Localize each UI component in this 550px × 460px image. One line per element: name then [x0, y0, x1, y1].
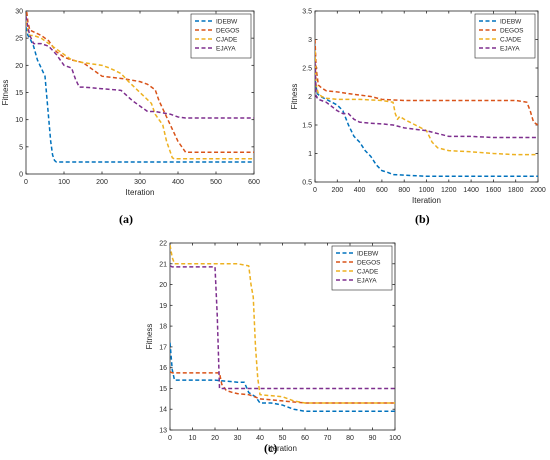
- x-tick-label-c: 70: [324, 435, 332, 442]
- legend-label-idebw-c: IDEBW: [357, 251, 379, 258]
- x-axis-label-c: Iteration: [268, 444, 297, 453]
- x-axis-label-a: Iteration: [126, 188, 155, 197]
- series-group-a: [26, 11, 254, 163]
- panel-label-b: (b): [415, 212, 430, 226]
- series-line-cjade-b: [315, 50, 538, 156]
- series-group-b: [315, 39, 538, 178]
- y-tick-label-b: 0.5: [302, 180, 312, 187]
- x-tick-label-b: 400: [354, 187, 366, 194]
- series-line-cjade-c: [170, 244, 395, 404]
- series-line-ejaya-b: [315, 62, 538, 139]
- legend-label-cjade-c: CJADE: [357, 269, 379, 276]
- y-tick-label-a: 10: [15, 117, 23, 124]
- legend-label-degos-a: DEGOS: [216, 28, 240, 35]
- legend-box-a: [190, 13, 252, 59]
- legend-label-degos-b: DEGOS: [500, 28, 524, 35]
- x-tick-label-a: 600: [248, 179, 260, 186]
- y-tick-label-c: 16: [159, 365, 167, 372]
- y-tick-label-c: 14: [159, 407, 167, 414]
- legend-box-c: [331, 245, 393, 291]
- y-tick-label-b: 3.5: [302, 9, 312, 16]
- x-tick-label-b: 0: [313, 187, 317, 194]
- y-tick-label-b: 1.5: [302, 123, 312, 130]
- x-tick-label-c: 90: [369, 435, 377, 442]
- y-tick-label-b: 1: [308, 151, 312, 158]
- y-tick-label-c: 15: [159, 386, 167, 393]
- x-tick-label-a: 100: [58, 179, 70, 186]
- y-tick-label-b: 2: [308, 94, 312, 101]
- x-tick-label-b: 2000: [530, 187, 546, 194]
- series-line-cjade-a: [26, 21, 254, 160]
- series-line-idebw-c: [170, 342, 395, 413]
- y-tick-label-b: 3: [308, 37, 312, 44]
- y-tick-label-a: 25: [15, 36, 23, 43]
- y-tick-label-c: 22: [159, 241, 167, 248]
- y-tick-label-a: 20: [15, 63, 23, 70]
- y-tick-label-c: 19: [159, 303, 167, 310]
- legend-label-cjade-a: CJADE: [216, 37, 238, 44]
- x-tick-label-b: 800: [398, 187, 410, 194]
- series-group-c: [170, 244, 395, 413]
- x-tick-label-a: 300: [134, 179, 146, 186]
- legend-label-ejaya-a: EJAYA: [216, 46, 236, 53]
- y-tick-label-c: 20: [159, 282, 167, 289]
- x-tick-label-c: 60: [301, 435, 309, 442]
- x-tick-label-b: 1800: [508, 187, 524, 194]
- chart-b: 0 200 400 600 800 1000 1200 1400 1600 1800 2000 0.5…: [290, 9, 546, 206]
- legend-label-ejaya-c: EJAYA: [357, 278, 377, 285]
- y-tick-label-a: 0: [19, 172, 23, 179]
- x-tick-label-c: 40: [256, 435, 264, 442]
- x-tick-label-b: 600: [376, 187, 388, 194]
- x-tick-label-a: 0: [24, 179, 28, 186]
- y-tick-label-b: 2.5: [302, 66, 312, 73]
- y-axis-label-c: Fitness: [145, 324, 154, 350]
- x-tick-label-c: 80: [346, 435, 354, 442]
- series-line-degos-c: [170, 371, 395, 404]
- x-tick-label-b: 1400: [463, 187, 479, 194]
- y-tick-label-a: 15: [15, 90, 23, 97]
- x-tick-label-b: 1600: [486, 187, 502, 194]
- series-line-ejaya-a: [26, 16, 254, 119]
- chart-c: 0 10 20 30 40 50 60 70 80 90 100 13 14 15 16 17 18 19 20 21…: [145, 241, 401, 454]
- legend-box-b: [474, 13, 536, 59]
- panel-label-c: (c): [264, 441, 278, 455]
- chart-a: 0 100 200 300 400 500 600 0 5 10 15 20 25 30 Iteration…: [1, 9, 260, 198]
- y-axis-label-a: Fitness: [1, 80, 10, 106]
- x-tick-label-b: 200: [331, 187, 343, 194]
- x-axis-label-b: Iteration: [412, 196, 441, 205]
- y-tick-label-a: 30: [15, 9, 23, 16]
- x-tick-label-c: 100: [389, 435, 401, 442]
- y-tick-label-a: 5: [19, 144, 23, 151]
- x-tick-label-b: 1200: [441, 187, 457, 194]
- series-line-idebw-a: [26, 27, 254, 163]
- y-tick-label-c: 17: [159, 344, 167, 351]
- x-tick-label-b: 1000: [419, 187, 435, 194]
- x-tick-label-c: 20: [211, 435, 219, 442]
- x-tick-label-c: 10: [189, 435, 197, 442]
- y-tick-label-c: 21: [159, 261, 167, 268]
- series-line-degos-b: [315, 39, 538, 126]
- series-line-ejaya-c: [170, 265, 395, 390]
- legend-label-idebw-b: IDEBW: [500, 19, 522, 26]
- x-tick-label-a: 200: [96, 179, 108, 186]
- series-line-idebw-b: [315, 79, 538, 178]
- legend-label-ejaya-b: EJAYA: [500, 46, 520, 53]
- series-line-degos-a: [26, 11, 254, 154]
- legend-label-degos-c: DEGOS: [357, 260, 381, 267]
- y-tick-label-c: 13: [159, 428, 167, 435]
- y-tick-label-c: 18: [159, 324, 167, 331]
- y-axis-label-b: Fitness: [290, 84, 299, 110]
- x-tick-label-c: 50: [279, 435, 287, 442]
- x-tick-label-c: 0: [168, 435, 172, 442]
- panel-label-a: (a): [119, 212, 133, 226]
- x-tick-label-c: 30: [234, 435, 242, 442]
- x-tick-label-a: 500: [210, 179, 222, 186]
- legend-label-cjade-b: CJADE: [500, 37, 522, 44]
- legend-label-idebw-a: IDEBW: [216, 19, 238, 26]
- x-tick-label-a: 400: [172, 179, 184, 186]
